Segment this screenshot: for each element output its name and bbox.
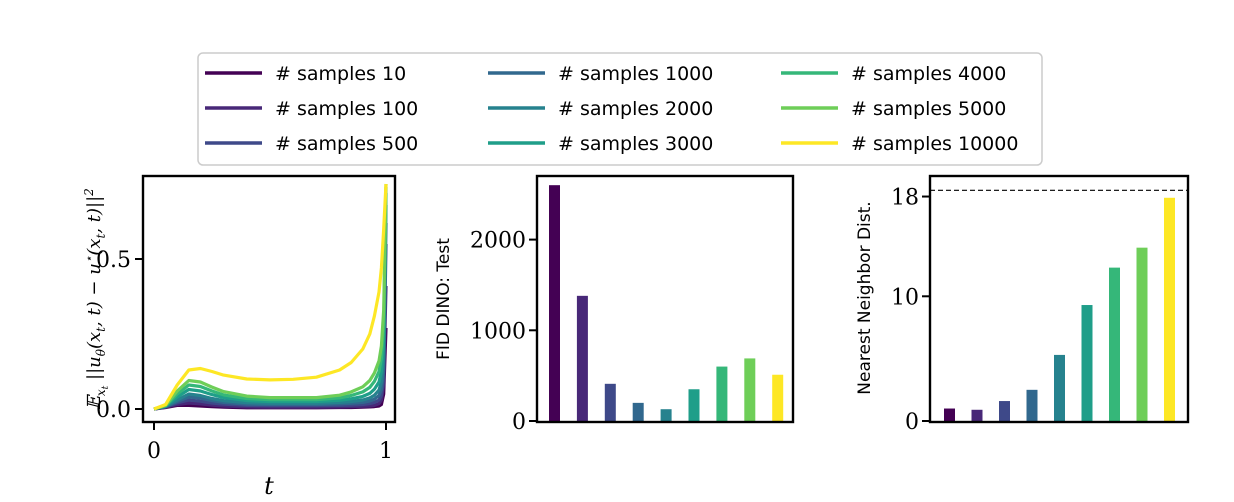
bar-8: [744, 358, 756, 421]
y-tick-label: 18: [891, 186, 919, 211]
bar-2: [576, 295, 588, 421]
legend-label: # samples 500: [275, 133, 418, 155]
x-tick-label: 1: [379, 439, 393, 464]
y-tick-label: 10: [891, 285, 919, 310]
series-line: [153, 183, 388, 411]
fid-chart-frame: [535, 174, 795, 424]
bar-5: [1054, 354, 1065, 421]
x-tick-label: 0: [147, 439, 161, 464]
bar-7: [1109, 267, 1120, 421]
line-chart-panel: 0 1 0.0 0.5 t 𝔼xt ||uθ(xt, t) − u⋆(xt, t)||…: [82, 174, 397, 500]
y-tick-label: 0.0: [96, 398, 131, 423]
bar-9: [772, 374, 784, 421]
bar-4: [632, 402, 644, 421]
legend-label: # samples 1000: [558, 63, 713, 85]
legend: # samples 10 # samples 100 # samples 500 # …: [197, 52, 1043, 166]
bar-6: [688, 389, 700, 421]
line-chart-ylabel: 𝔼xt ||uθ(xt, t) − u⋆(xt, t)||2: [82, 188, 111, 410]
y-tick-label: 2000: [470, 229, 526, 254]
legend-label: # samples 2000: [558, 98, 713, 120]
y-tick-label: 0.5: [96, 248, 131, 273]
bar-2: [971, 409, 983, 421]
fid-bar-panel: 0 1000 2000 FID DINO: Test: [434, 174, 795, 435]
bar-7: [716, 366, 728, 421]
series-line: [153, 204, 388, 411]
bar-9: [1164, 197, 1175, 421]
legend-label: # samples 10: [275, 63, 406, 85]
bar-1: [549, 185, 560, 421]
series-line: [153, 192, 388, 411]
legend-label: # samples 3000: [558, 133, 713, 155]
bar-1: [944, 408, 955, 421]
line-chart-frame: [141, 174, 397, 424]
legend-label: # samples 5000: [851, 98, 1006, 120]
legend-frame: [197, 52, 1043, 166]
series-line: [153, 186, 388, 411]
bar-8: [1136, 247, 1148, 421]
nn-chart-ylabel: Nearest Neighbor Dist.: [855, 201, 875, 394]
legend-label: # samples 4000: [851, 63, 1006, 85]
bar-3: [999, 401, 1010, 421]
legend-label: # samples 10000: [851, 133, 1018, 155]
bar-4: [1026, 389, 1038, 421]
y-tick-label: 0: [512, 410, 526, 435]
series-line: [153, 183, 388, 411]
bar-6: [1081, 305, 1093, 421]
fid-chart-ylabel: FID DINO: Test: [434, 238, 454, 360]
nn-chart-frame: [928, 174, 1190, 424]
bar-3: [604, 383, 616, 421]
line-chart-xlabel: t: [264, 472, 274, 500]
legend-label: # samples 100: [275, 98, 418, 120]
y-tick-label: 1000: [470, 319, 526, 344]
y-tick-label: 0: [905, 410, 919, 435]
nn-bar-panel: 0 10 18 Nearest Neighbor Dist.: [855, 174, 1190, 435]
bar-5: [660, 409, 672, 421]
